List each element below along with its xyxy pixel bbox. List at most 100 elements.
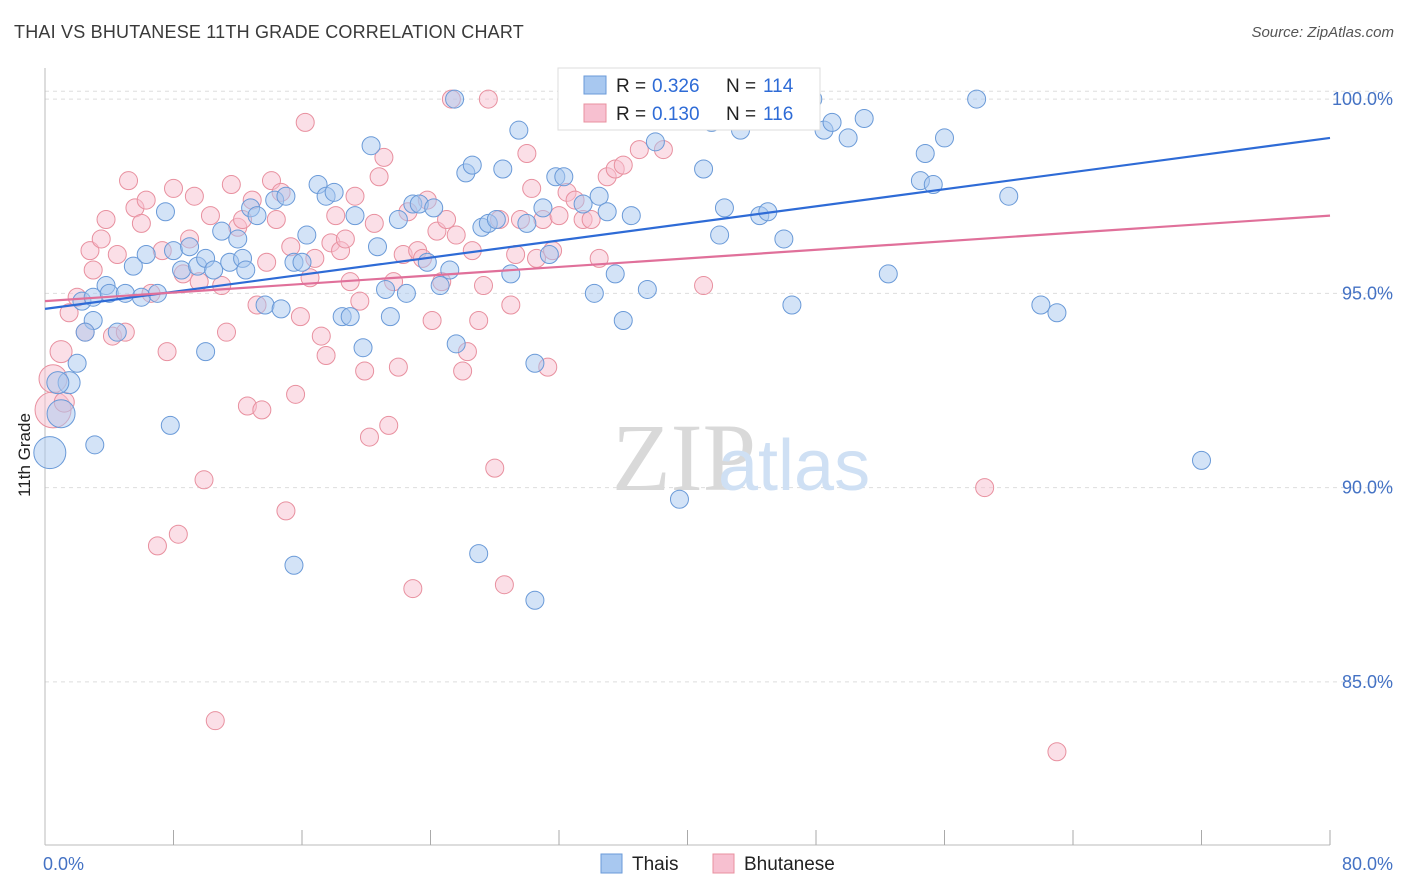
source-credit: Source: ZipAtlas.com (1251, 24, 1394, 41)
thais-point-69 (469, 544, 489, 564)
thais-point-48 (388, 210, 408, 230)
bhutanese-point-28 (194, 470, 214, 490)
bhutanese-point-98 (549, 206, 569, 226)
legend-thais-swatch (600, 853, 623, 874)
thais-n-label: N = (726, 76, 756, 97)
bhutanese-point-12 (107, 244, 127, 264)
thais-point-107 (1047, 303, 1067, 323)
bhutanese-point-63 (369, 167, 389, 187)
bhutanese-point-67 (388, 357, 408, 377)
thais-point-3 (67, 353, 87, 373)
thais-point-13 (107, 322, 127, 342)
bhutanese-point-33 (221, 175, 241, 195)
bhutanese-point-46 (286, 384, 306, 404)
bhutanese-n-label: N = (726, 104, 756, 125)
thais-point-103 (935, 128, 954, 148)
bhutanese-r-label: R = (616, 104, 646, 125)
bhutanese-point-7 (80, 241, 100, 261)
thais-point-15 (136, 244, 156, 264)
thais-point-66 (525, 353, 545, 373)
thais-point-79 (613, 311, 633, 331)
bhutanese-point-17 (136, 190, 156, 210)
thais-point-85 (710, 225, 730, 245)
bhutanese-point-45 (281, 237, 301, 257)
bhutanese-point-23 (168, 524, 188, 544)
thais-point-114 (445, 89, 465, 109)
thais-point-105 (999, 186, 1019, 206)
thais-point-55 (440, 260, 460, 280)
thais-point-58 (462, 155, 482, 175)
bhutanese-point-112 (975, 478, 995, 498)
bhutanese-point-107 (629, 140, 649, 160)
thais-point-83 (669, 489, 689, 509)
bhutanese-point-59 (350, 291, 370, 311)
bhutanese-point-77 (437, 210, 457, 230)
bhutanese-point-83 (469, 311, 489, 331)
bhutanese-point-89 (501, 295, 521, 315)
thais-point-89 (774, 229, 794, 249)
thais-point-106 (1031, 295, 1051, 315)
bhutanese-point-51 (311, 326, 331, 346)
bhutanese-point-40 (257, 252, 277, 272)
bhutanese-point-61 (359, 427, 379, 447)
bhutanese-point-65 (379, 415, 399, 435)
thais-point-99 (878, 264, 898, 284)
series-legend: Thais Bhutanese (600, 853, 835, 875)
thais-point-14 (123, 256, 143, 276)
thais-point-29 (247, 206, 267, 226)
thais-point-56 (446, 334, 466, 354)
bhutanese-point-10 (96, 210, 116, 230)
thais-point-61 (486, 210, 506, 230)
bhutanese-point-30 (205, 711, 225, 731)
thais-point-23 (212, 221, 232, 241)
thais-point-70 (284, 555, 304, 575)
trend-lines (44, 136, 1331, 310)
bhutanese-point-84 (474, 276, 494, 296)
bhutanese-point-88 (494, 575, 514, 595)
bhutanese-point-39 (252, 400, 272, 420)
thais-point-12 (75, 322, 95, 342)
thais-point-30 (255, 295, 275, 315)
thais-point-63 (501, 264, 521, 284)
bhutanese-point-2 (49, 340, 73, 364)
bhutanese-point-8 (83, 260, 103, 280)
bhutanese-swatch (583, 103, 607, 123)
bhutanese-point-32 (217, 322, 237, 342)
thais-point-73 (554, 167, 574, 187)
thais-point-96 (822, 112, 842, 132)
thais-point-18 (172, 260, 192, 280)
thais-point-90 (782, 295, 802, 315)
thais-point-97 (838, 128, 858, 148)
bhutanese-n-value: 116 (763, 104, 793, 125)
bhutanese-point-52 (316, 345, 336, 365)
thais-point-32 (271, 299, 291, 319)
bhutanese-point-22 (164, 178, 183, 198)
bhutanese-r-value: 0.130 (652, 104, 700, 125)
thais-r-label: R = (616, 76, 646, 97)
thais-point-52 (417, 252, 437, 272)
bhutanese-point-111 (694, 276, 714, 296)
thais-point-101 (915, 143, 935, 163)
bhutanese-point-80 (453, 361, 473, 381)
thais-point-17 (164, 241, 183, 261)
bhutanese-point-4 (59, 303, 79, 323)
bhutanese-point-54 (326, 206, 346, 226)
thais-point-98 (854, 109, 874, 129)
bhutanese-point-16 (131, 213, 151, 233)
thais-swatch (583, 75, 607, 95)
thais-point-42 (345, 206, 365, 226)
bhutanese-point-86 (485, 458, 505, 478)
bhutanese-point-26 (184, 186, 204, 206)
thais-point-53 (424, 198, 444, 218)
thais-point-67 (533, 198, 553, 218)
bhutanese-point-62 (364, 213, 384, 233)
thais-point-41 (340, 307, 360, 327)
thais-point-108 (1192, 450, 1211, 470)
thais-point-47 (380, 307, 400, 327)
thais-point-27 (236, 260, 256, 280)
gridlines (45, 90, 1392, 683)
thais-point-19 (180, 237, 200, 257)
thais-point-78 (605, 264, 625, 284)
tick-labels: 85.0% 90.0% 95.0% 100.0% 0.0% 80.0% (43, 89, 1393, 874)
legend-thais-label: Thais (632, 854, 678, 875)
